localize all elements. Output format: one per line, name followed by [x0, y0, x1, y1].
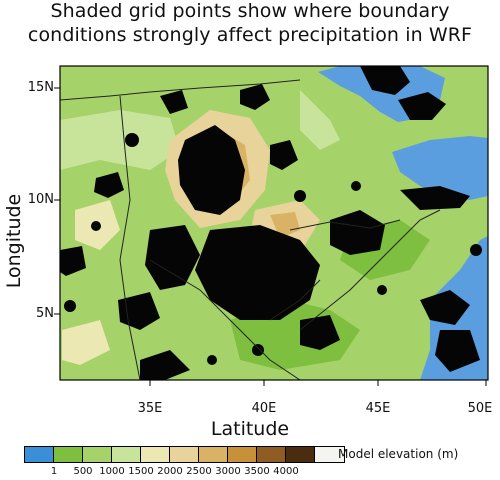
- colorbar-label: 2500: [186, 466, 212, 477]
- colorbar-label: 2000: [157, 466, 183, 477]
- elevation-colorbar: [24, 446, 345, 463]
- lat-tick-label: 15N: [27, 80, 54, 95]
- colorbar-label: 500: [73, 466, 93, 477]
- colorbar-swatch: [112, 447, 141, 462]
- map-title-line-1: Shaded grid points show where boundary: [50, 0, 450, 22]
- colorbar-swatch: [141, 447, 170, 462]
- colorbar-label: 1: [50, 466, 58, 477]
- x-axis-label: Latitude: [210, 418, 290, 440]
- colorbar-label: 1500: [128, 466, 154, 477]
- y-axis-label: Longitude: [3, 193, 25, 289]
- lat-tick-label: 10N: [27, 192, 54, 207]
- colorbar-swatch: [228, 447, 257, 462]
- colorbar-swatch: [257, 447, 286, 462]
- lon-tick-label: 35E: [137, 401, 163, 416]
- shaded-grid-points: [60, 66, 482, 380]
- lon-tick-label: 40E: [251, 401, 277, 416]
- lat-tick-label: 5N: [36, 306, 54, 321]
- colorbar-swatch: [170, 447, 199, 462]
- lon-tick-label: 45E: [365, 401, 391, 416]
- colorbar-label: 3500: [244, 466, 270, 477]
- colorbar-label: 1000: [99, 466, 125, 477]
- colorbar-label: 4000: [273, 466, 299, 477]
- colorbar-swatch: [315, 447, 344, 462]
- colorbar-title: Model elevation (m): [338, 447, 459, 461]
- country-borders: [60, 79, 441, 380]
- colorbar-swatch: [286, 447, 315, 462]
- axis-ticks: [54, 87, 487, 386]
- lon-tick-label: 50E: [467, 401, 493, 416]
- map-title-line-2: conditions strongly affect precipitation…: [27, 24, 473, 46]
- colorbar-swatch: [54, 447, 83, 462]
- colorbar-swatch: [199, 447, 228, 462]
- colorbar-swatch: [25, 447, 54, 462]
- gulf-of-aden: [392, 136, 488, 200]
- colorbar-swatch: [83, 447, 112, 462]
- map-frame: [59, 65, 489, 381]
- colorbar-label: 3000: [215, 466, 241, 477]
